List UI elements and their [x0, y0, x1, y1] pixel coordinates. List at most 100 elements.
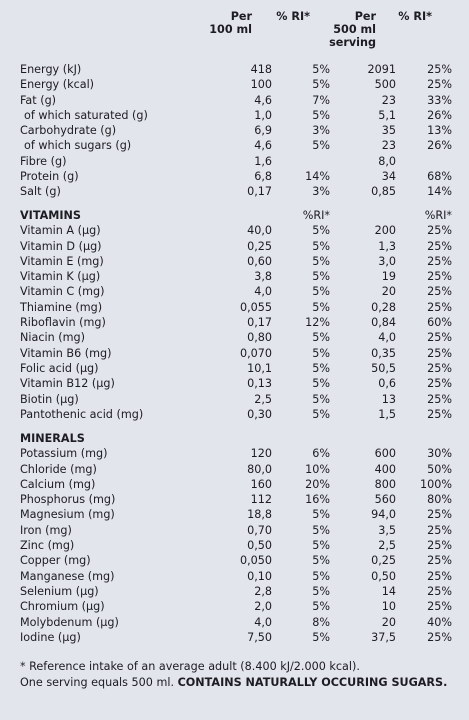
nutrient-label: of which sugars (g) — [24, 139, 132, 153]
ri-per-serving: 25% — [427, 554, 452, 568]
ri-per-100ml: 5% — [312, 63, 330, 76]
ri-per-serving: 26% — [427, 139, 452, 153]
value-per-serving: 800 — [374, 477, 396, 491]
ri-per-serving: 25% — [427, 239, 452, 253]
header-ri-serving: % RI* — [388, 10, 432, 23]
value-per-100ml: 4,0 — [254, 615, 272, 629]
value-per-serving: 8,0 — [378, 154, 396, 168]
nutrient-label: Folic acid (µg) — [20, 361, 99, 375]
value-per-serving: 37,5 — [371, 630, 396, 644]
ri-per-serving: 40% — [427, 615, 452, 629]
value-per-serving: 200 — [374, 224, 396, 238]
value-per-100ml: 0,30 — [247, 407, 272, 421]
value-per-100ml: 112 — [250, 493, 272, 507]
header-text: 500 ml — [333, 23, 376, 36]
ri-per-serving: 80% — [427, 493, 452, 507]
value-per-100ml: 40,0 — [247, 224, 272, 238]
header-text: Per — [354, 10, 376, 23]
ri-per-100ml: 5% — [312, 78, 330, 92]
value-per-100ml: 4,6 — [254, 139, 272, 153]
ri-per-serving: 25% — [427, 285, 452, 299]
nutrient-label: Vitamin A (µg) — [20, 224, 101, 238]
nutrient-label: Thiamine (mg) — [20, 300, 103, 314]
value-per-100ml: 100 — [250, 78, 272, 92]
ri-per-100ml: 5% — [312, 139, 330, 153]
nutrient-label: Vitamin D (µg) — [20, 239, 102, 253]
value-per-100ml: 0,50 — [247, 539, 272, 553]
nutrient-label: Chromium (µg) — [20, 600, 105, 614]
value-per-serving: 20 — [381, 615, 396, 629]
value-per-serving: 0,6 — [378, 377, 396, 391]
value-per-serving: 2091 — [367, 63, 396, 76]
ri-per-100ml: 7% — [312, 93, 330, 107]
ri-per-serving: 25% — [427, 600, 452, 614]
ri-per-100ml: 3% — [312, 124, 330, 138]
value-per-100ml: 0,055 — [239, 300, 272, 314]
ri-per-100ml: 3% — [312, 185, 330, 199]
value-per-100ml: 6,8 — [254, 170, 272, 184]
ri-per-100ml: 8% — [312, 615, 330, 629]
value-per-100ml: 4,0 — [254, 285, 272, 299]
ri-per-serving: 25% — [427, 254, 452, 268]
ri-per-serving: 25% — [427, 377, 452, 391]
ri-per-serving: 25% — [427, 78, 452, 92]
nutrient-label: Iodine (µg) — [20, 630, 81, 644]
value-per-100ml: 4,6 — [254, 93, 272, 107]
nutrient-label: Phosphorus (mg) — [20, 493, 116, 507]
footnote-line-1: * Reference intake of an average adult (… — [20, 660, 360, 673]
ri-label: %RI* — [424, 209, 452, 222]
value-per-100ml: 1,0 — [254, 108, 272, 122]
nutrient-label: Manganese (mg) — [20, 569, 115, 583]
ri-per-100ml: 12% — [305, 316, 330, 330]
nutrient-label: Molybdenum (µg) — [20, 615, 119, 629]
value-per-100ml: 2,5 — [254, 392, 272, 406]
ri-per-serving: 26% — [427, 108, 452, 122]
ri-per-serving: 25% — [427, 407, 452, 421]
ri-per-100ml: 5% — [312, 270, 330, 284]
ri-per-serving: 25% — [427, 630, 452, 644]
nutrient-label: Copper (mg) — [20, 554, 91, 568]
header-text: Per — [230, 10, 252, 23]
header-text: % RI* — [398, 10, 432, 23]
nutrient-label: Vitamin C (mg) — [20, 285, 105, 299]
value-per-serving: 23 — [381, 139, 396, 153]
header-text: % RI* — [276, 10, 310, 23]
value-per-100ml: 2,0 — [254, 600, 272, 614]
ri-per-100ml: 5% — [312, 224, 330, 238]
ri-per-serving: 25% — [427, 63, 452, 76]
nutrient-label: Zinc (mg) — [20, 539, 75, 553]
nutrient-label: Vitamin B12 (µg) — [20, 377, 115, 391]
ri-per-100ml: 10% — [305, 462, 330, 476]
value-per-100ml: 0,13 — [247, 377, 272, 391]
ri-per-100ml: 5% — [312, 584, 330, 598]
ri-per-100ml: 5% — [312, 108, 330, 122]
value-per-100ml: 3,8 — [254, 270, 272, 284]
nutrient-label: Vitamin K (µg) — [20, 270, 101, 284]
value-per-100ml: 0,070 — [239, 346, 272, 360]
value-per-serving: 94,0 — [371, 508, 396, 522]
ri-per-serving: 25% — [427, 270, 452, 284]
ri-label: %RI* — [302, 209, 330, 222]
value-per-100ml: 0,10 — [247, 569, 272, 583]
value-per-100ml: 1,6 — [254, 154, 272, 168]
header-ri-100ml: % RI* — [268, 10, 310, 23]
nutrient-label: Selenium (µg) — [20, 584, 99, 598]
ri-per-100ml: 5% — [312, 285, 330, 299]
ri-per-100ml: 5% — [312, 254, 330, 268]
ri-per-100ml: 5% — [312, 539, 330, 553]
section-title: MINERALS — [20, 432, 85, 445]
nutrient-label: Biotin (µg) — [20, 392, 79, 406]
ri-per-100ml: 20% — [305, 477, 330, 491]
value-per-serving: 23 — [381, 93, 396, 107]
ri-per-100ml: 5% — [312, 361, 330, 375]
ri-per-serving: 60% — [427, 316, 452, 330]
ri-per-100ml: 5% — [312, 508, 330, 522]
value-per-serving: 14 — [381, 584, 396, 598]
ri-per-serving: 25% — [427, 361, 452, 375]
nutrient-label: of which saturated (g) — [24, 108, 148, 122]
ri-per-serving: 25% — [427, 523, 452, 537]
value-per-100ml: 18,8 — [247, 508, 272, 522]
ri-per-100ml: 5% — [312, 407, 330, 421]
value-per-serving: 0,84 — [371, 316, 396, 330]
